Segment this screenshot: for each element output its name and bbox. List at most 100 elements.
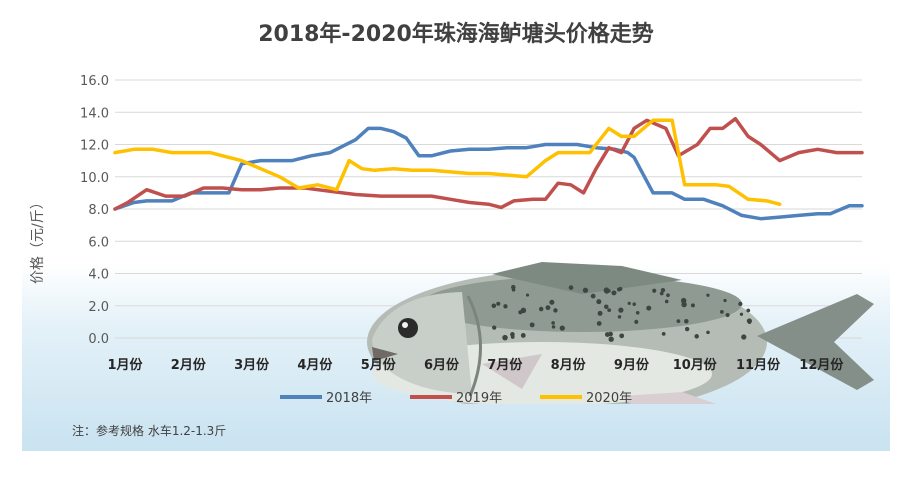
legend: 2018年 2019年 2020年 xyxy=(280,391,632,406)
fish-spot xyxy=(706,330,710,335)
legend-label-2019: 2019年 xyxy=(456,391,502,406)
fish-spot xyxy=(525,293,530,297)
fish-spot xyxy=(747,320,752,325)
x-tick-label: 11月份 xyxy=(736,357,781,373)
fish-spot xyxy=(719,310,724,314)
fish-spot xyxy=(559,325,565,331)
fish-spot xyxy=(725,312,730,318)
chart-panel: 2018年-2020年珠海海鲈塘头价格走势 0.0 2.0 4.0 6.0 8.0 10.… xyxy=(22,4,890,451)
fish-spot xyxy=(746,308,751,313)
x-tick-label: 10月份 xyxy=(673,357,718,373)
fish-spot xyxy=(538,306,544,312)
fish-spot xyxy=(664,299,669,304)
fish-spot xyxy=(518,310,523,315)
fish-spot xyxy=(646,305,652,311)
fish-spot xyxy=(738,301,743,306)
fish-spot xyxy=(510,335,515,339)
fish-illustration xyxy=(367,262,874,404)
fish-eye-shine xyxy=(402,322,408,328)
fish-spot xyxy=(681,301,687,308)
fish-spot xyxy=(553,308,558,313)
y-tick-label: 6.0 xyxy=(88,235,109,250)
y-tick-label: 12.0 xyxy=(80,139,109,154)
fish-spot xyxy=(739,312,744,316)
fish-spot xyxy=(632,302,637,306)
fish-spot xyxy=(652,288,657,293)
fish-spot xyxy=(694,334,699,339)
fish-spot xyxy=(520,333,526,338)
footnote: 注：参考规格 水车1.2-1.3斤 xyxy=(72,424,227,438)
legend-label-2018: 2018年 xyxy=(326,391,372,406)
fish-spot xyxy=(582,287,589,293)
y-tick-label: 8.0 xyxy=(88,203,109,218)
axes: 0.0 2.0 4.0 6.0 8.0 10.0 12.0 14.0 16.0 1月份 2月份 3月份… xyxy=(80,74,844,373)
x-tick-label: 9月份 xyxy=(614,357,650,373)
x-tick-label: 12月份 xyxy=(799,357,844,373)
fish-spot xyxy=(616,287,621,292)
fish-gill xyxy=(466,295,482,397)
fish-spot xyxy=(617,315,622,319)
y-axis-label: 价格（元/斤） xyxy=(30,195,46,284)
fish-spot xyxy=(604,304,609,309)
fish-spot xyxy=(596,321,602,326)
fish-spot xyxy=(706,293,710,297)
fish-spot xyxy=(511,287,516,292)
fish-spot xyxy=(492,325,497,330)
x-tick-label: 3月份 xyxy=(234,357,270,373)
fish-mouth xyxy=(372,347,398,361)
fish-spot xyxy=(723,298,727,303)
y-tick-label: 10.0 xyxy=(80,171,109,186)
y-tick-label: 16.0 xyxy=(80,74,109,89)
fish-pectoral-fin xyxy=(482,354,542,389)
y-tick-label: 2.0 xyxy=(88,300,109,315)
x-tick-label: 1月份 xyxy=(107,357,143,373)
fish-dorsal-fin xyxy=(492,262,682,294)
legend-label-2020: 2020年 xyxy=(586,391,632,406)
series-lines xyxy=(113,116,864,221)
fish-spot xyxy=(502,334,508,341)
chart-title: 2018年-2020年珠海海鲈塘头价格走势 xyxy=(258,22,654,47)
fish-spots xyxy=(491,284,752,342)
fish-spot xyxy=(618,307,624,313)
fish-spot xyxy=(635,310,640,315)
fish-spot xyxy=(568,285,574,290)
legend-item-2018: 2018年 xyxy=(280,391,372,406)
fish-spot xyxy=(690,303,695,308)
fish-pelvic-fin xyxy=(622,392,717,404)
fish-spot xyxy=(666,293,670,298)
x-tick-label: 2月份 xyxy=(171,357,207,373)
fish-spot xyxy=(590,293,596,299)
fish-eye xyxy=(398,318,418,338)
fish-spot xyxy=(607,308,612,313)
fish-spot xyxy=(684,318,689,324)
series-line-2019年 xyxy=(113,116,864,211)
y-tick-label: 4.0 xyxy=(88,268,109,283)
fish-spot xyxy=(496,301,501,306)
fish-spot xyxy=(741,334,747,340)
x-tick-label: 5月份 xyxy=(361,357,397,373)
line-chart: 0.0 2.0 4.0 6.0 8.0 10.0 12.0 14.0 16.0 1月份 2月份 3月份… xyxy=(30,74,874,404)
fish-spot xyxy=(619,333,625,339)
x-tick-label: 6月份 xyxy=(424,357,460,373)
fish-spot xyxy=(627,301,631,305)
y-tick-label: 14.0 xyxy=(80,106,109,121)
fish-spot xyxy=(611,290,617,296)
fish-spot xyxy=(549,299,555,305)
fish-spot xyxy=(551,325,556,329)
fish-tail xyxy=(757,294,874,390)
fish-spot xyxy=(597,310,603,316)
fish-spot xyxy=(596,299,602,305)
fish-spot xyxy=(604,332,610,337)
fish-spot xyxy=(634,319,639,324)
fish-spot xyxy=(661,331,666,336)
legend-item-2019: 2019年 xyxy=(410,391,502,406)
series-line-2020年 xyxy=(113,118,782,206)
fish-spot xyxy=(545,305,551,311)
x-tick-label: 4月份 xyxy=(297,357,333,373)
fish-spot xyxy=(551,321,555,325)
x-tick-label: 8月份 xyxy=(551,357,587,373)
fish-spot xyxy=(660,288,666,293)
x-tick-label: 7月份 xyxy=(487,357,523,373)
fish-spot xyxy=(659,291,664,296)
legend-item-2020: 2020年 xyxy=(540,391,632,406)
